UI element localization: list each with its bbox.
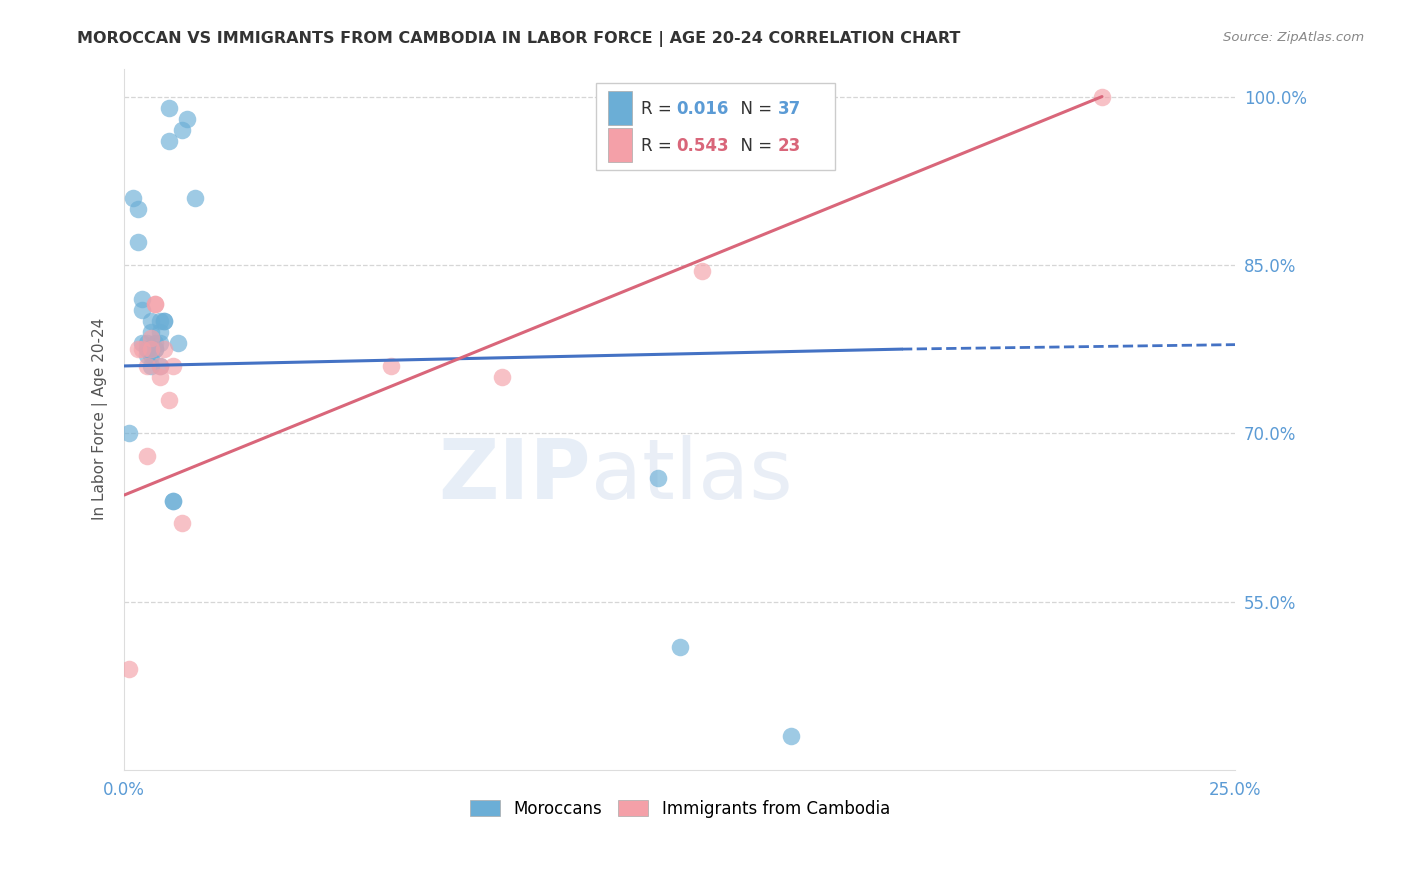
- Point: [145, 297, 167, 311]
- Point: [131, 302, 153, 317]
- Text: N =: N =: [730, 100, 778, 118]
- Point: [162, 493, 184, 508]
- Text: 0.016: 0.016: [676, 100, 728, 118]
- Point: [1091, 89, 1114, 103]
- Text: Source: ZipAtlas.com: Source: ZipAtlas.com: [1223, 31, 1364, 45]
- Point: [149, 359, 172, 373]
- Text: R =: R =: [641, 100, 676, 118]
- Point: [149, 336, 172, 351]
- Point: [170, 123, 193, 137]
- Point: [139, 359, 162, 373]
- Point: [780, 729, 803, 743]
- Point: [135, 336, 157, 351]
- Point: [145, 342, 167, 356]
- Point: [157, 135, 180, 149]
- Point: [153, 314, 176, 328]
- FancyBboxPatch shape: [596, 83, 835, 170]
- Point: [131, 342, 153, 356]
- Point: [118, 662, 141, 676]
- Point: [149, 359, 172, 373]
- FancyBboxPatch shape: [607, 91, 633, 125]
- Point: [184, 191, 207, 205]
- Point: [145, 342, 167, 356]
- Point: [122, 191, 145, 205]
- Point: [149, 314, 172, 328]
- Text: 0.543: 0.543: [676, 136, 730, 154]
- Point: [162, 493, 184, 508]
- Text: 23: 23: [778, 136, 801, 154]
- Point: [157, 101, 180, 115]
- Point: [135, 342, 157, 356]
- Point: [131, 336, 153, 351]
- Point: [380, 359, 402, 373]
- Point: [176, 112, 198, 126]
- Point: [780, 101, 803, 115]
- Point: [170, 516, 193, 530]
- Point: [145, 297, 167, 311]
- Text: N =: N =: [730, 136, 778, 154]
- Point: [669, 640, 692, 654]
- Point: [135, 348, 157, 362]
- Point: [127, 342, 149, 356]
- Text: atlas: atlas: [591, 435, 793, 516]
- Text: R =: R =: [641, 136, 676, 154]
- Point: [127, 235, 149, 250]
- Point: [153, 314, 176, 328]
- Point: [690, 263, 713, 277]
- Legend: Moroccans, Immigrants from Cambodia: Moroccans, Immigrants from Cambodia: [463, 794, 897, 825]
- Point: [131, 292, 153, 306]
- Point: [491, 370, 513, 384]
- Point: [135, 449, 157, 463]
- Point: [135, 359, 157, 373]
- Point: [166, 336, 188, 351]
- Text: MOROCCAN VS IMMIGRANTS FROM CAMBODIA IN LABOR FORCE | AGE 20-24 CORRELATION CHAR: MOROCCAN VS IMMIGRANTS FROM CAMBODIA IN …: [77, 31, 960, 47]
- Text: ZIP: ZIP: [439, 435, 591, 516]
- Point: [157, 392, 180, 407]
- Point: [162, 359, 184, 373]
- Point: [139, 348, 162, 362]
- Point: [647, 471, 669, 485]
- Point: [149, 370, 172, 384]
- Point: [139, 326, 162, 340]
- Point: [153, 342, 176, 356]
- Text: 37: 37: [778, 100, 801, 118]
- Point: [139, 314, 162, 328]
- FancyBboxPatch shape: [607, 128, 633, 161]
- Point: [139, 342, 162, 356]
- Point: [149, 326, 172, 340]
- Point: [135, 342, 157, 356]
- Point: [118, 426, 141, 441]
- Point: [127, 202, 149, 216]
- Point: [145, 336, 167, 351]
- Y-axis label: In Labor Force | Age 20-24: In Labor Force | Age 20-24: [93, 318, 108, 520]
- Point: [139, 331, 162, 345]
